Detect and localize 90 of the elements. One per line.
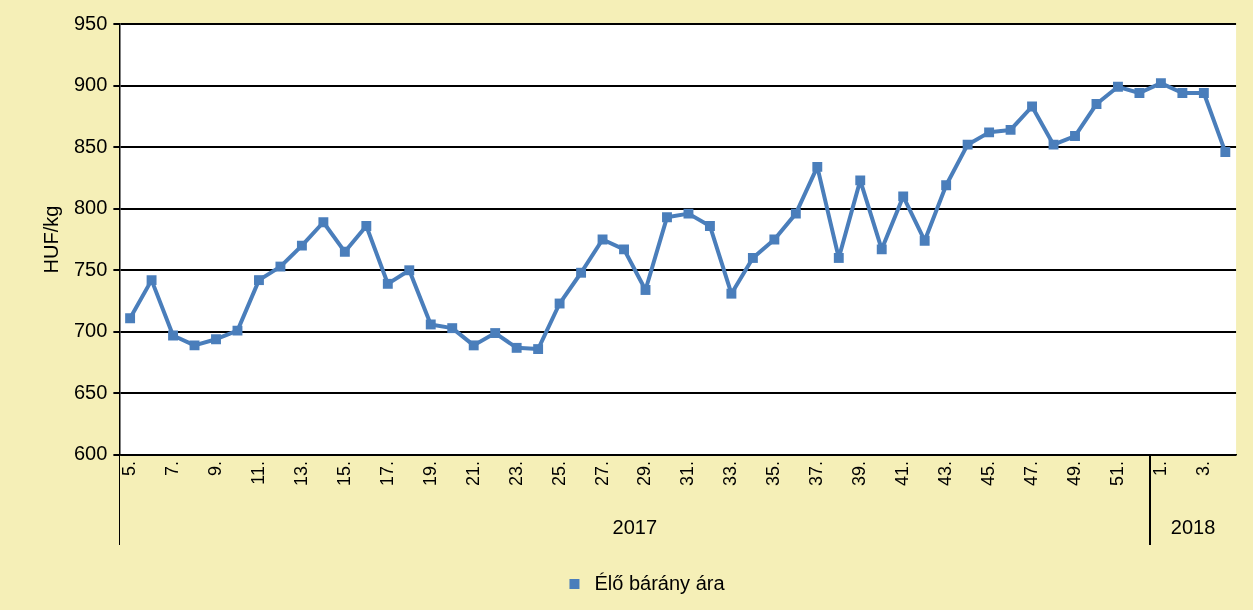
point (361, 220, 372, 231)
point (168, 330, 179, 341)
x-tick-label: 39. (849, 460, 870, 487)
y-tick-label: 600 (73, 442, 108, 465)
point (318, 217, 329, 228)
x-tick-label: 17. (376, 460, 397, 487)
point (962, 139, 973, 150)
point (125, 313, 136, 324)
x-tick-label: 21. (462, 460, 483, 487)
point (468, 340, 479, 351)
text: 2018 (1170, 516, 1216, 539)
point (254, 275, 264, 286)
x-tick-label: 25. (548, 460, 569, 487)
x-tick-label: 13. (290, 460, 311, 487)
point (189, 340, 200, 351)
point (619, 244, 629, 255)
point (683, 208, 694, 219)
point (941, 180, 952, 191)
point (747, 253, 758, 263)
x-tick-label: 47. (1021, 460, 1042, 487)
point (662, 212, 672, 223)
point (833, 253, 844, 263)
x-tick-label: 27. (591, 460, 612, 487)
y-tick-label: 950 (73, 11, 108, 34)
point (404, 265, 415, 276)
point (790, 208, 801, 219)
point (1005, 124, 1016, 135)
x-tick-label: 49. (1063, 460, 1084, 487)
x-tick-label: 45. (978, 460, 999, 487)
point (1220, 147, 1231, 158)
x-tick-label: 31. (677, 460, 698, 487)
point (339, 246, 350, 257)
point (1048, 139, 1059, 150)
x-tick-label: 9. (204, 460, 225, 476)
x-tick-label: 51. (1106, 460, 1127, 487)
y-tick-label: 850 (73, 134, 108, 157)
point (511, 342, 522, 353)
x-tick-label: 33. (720, 460, 741, 487)
point (898, 191, 909, 202)
point (919, 235, 930, 246)
point (876, 244, 887, 255)
x-tick-label: 3. (1192, 460, 1213, 476)
x-tick-label: 5. (119, 460, 140, 476)
point (769, 234, 780, 245)
x-tick-label: 29. (634, 460, 655, 487)
point (425, 319, 436, 330)
point (1070, 131, 1080, 141)
x-tick-label: 35. (763, 460, 784, 487)
point (1155, 78, 1166, 89)
point (490, 328, 501, 339)
point (146, 275, 157, 286)
legend-label: Élő bárány ára (594, 571, 726, 594)
point (232, 325, 243, 336)
point (296, 240, 307, 251)
point (855, 175, 866, 186)
point (1027, 101, 1038, 112)
point (640, 285, 651, 295)
point (1177, 88, 1188, 98)
point (533, 344, 544, 355)
point (576, 267, 587, 278)
point (1198, 88, 1209, 98)
x-tick-label: 37. (806, 460, 827, 487)
point (812, 161, 823, 172)
y-tick-label: 900 (73, 73, 108, 96)
y-tick-label: 700 (73, 319, 108, 342)
point (447, 323, 458, 334)
x-tick-label: 23. (505, 460, 526, 487)
point (704, 220, 715, 231)
x-tick-label: 43. (935, 460, 956, 487)
point (984, 127, 995, 138)
x-tick-label: 7. (162, 460, 183, 476)
point (211, 334, 221, 345)
y-axis-title: HUF/kg (39, 205, 62, 274)
point (275, 261, 286, 272)
y-tick-label: 650 (73, 380, 108, 403)
x-tick-label: 11. (247, 460, 268, 485)
point (1134, 88, 1145, 98)
point (554, 298, 565, 309)
y-tick-label: 800 (73, 196, 108, 219)
text: 2017 (612, 516, 658, 539)
point (726, 288, 737, 299)
point (597, 234, 608, 245)
x-tick-label: 1. (1149, 460, 1170, 476)
y-tick-label: 750 (73, 257, 108, 280)
x-tick-label: 41. (892, 460, 913, 487)
point (1113, 81, 1123, 92)
point (382, 278, 393, 289)
x-tick-label: 19. (419, 460, 440, 487)
x-tick-label: 15. (333, 460, 354, 487)
point (1091, 99, 1102, 109)
